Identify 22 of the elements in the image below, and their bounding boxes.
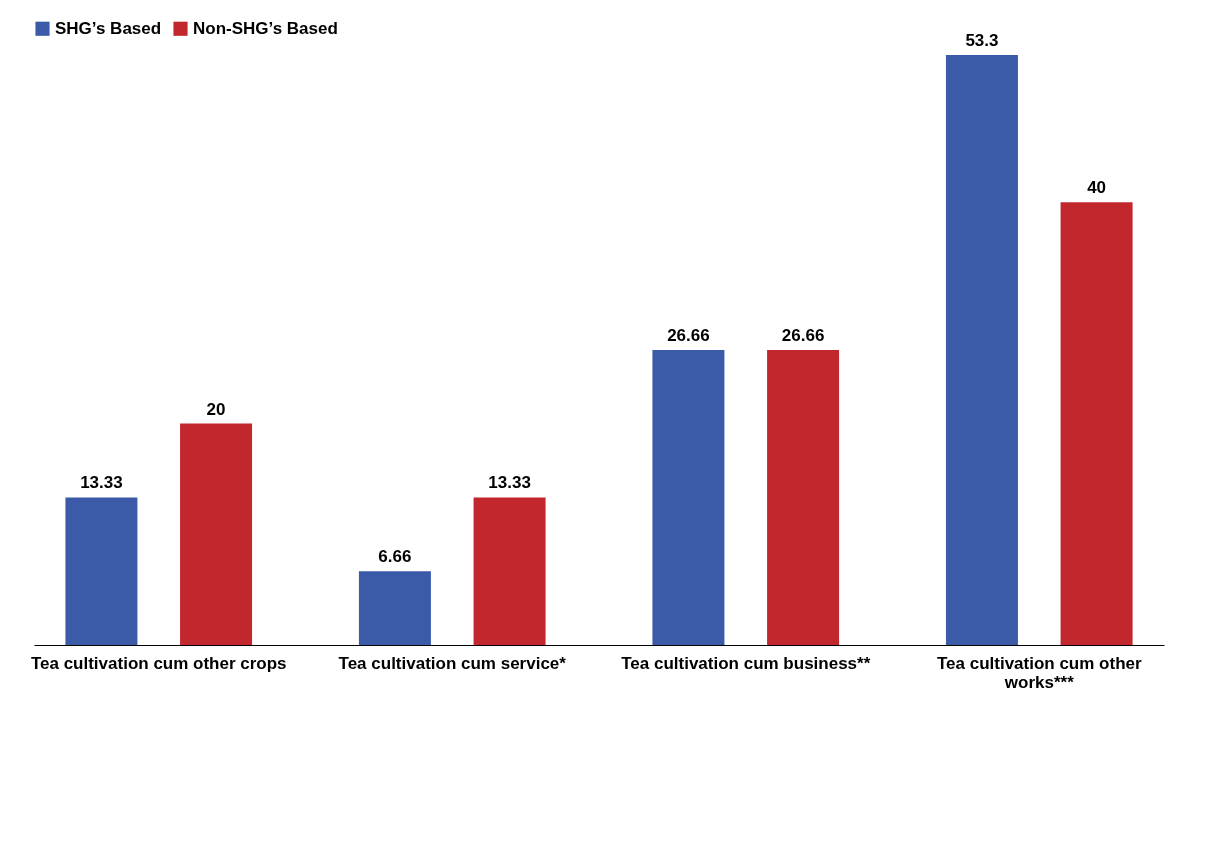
bar [652,349,725,645]
bar [945,55,1018,645]
bar [1060,202,1133,645]
data-label: 40 [1087,178,1107,198]
x-tick-label: Tea cultivation cum other works*** [936,653,1142,692]
data-label: 13.33 [80,473,123,493]
x-tick-label: Tea cultivation cum business** [621,653,871,673]
data-label: 6.66 [378,547,412,567]
data-label: 13.33 [488,473,531,493]
bar [767,349,840,645]
legend-label: SHG’s Based [55,18,162,38]
data-label: 26.66 [667,325,710,345]
bar [473,497,546,645]
bar [358,571,431,645]
bar [65,497,138,645]
legend-label: Non-SHG’s Based [193,18,338,38]
data-label: 20 [206,399,226,419]
x-tick-label: Tea cultivation cum service* [338,653,567,673]
x-tick-label: Tea cultivation cum other crops [30,653,287,673]
data-label: 26.66 [781,325,825,345]
data-label: 53.3 [965,31,999,50]
bar [180,423,253,645]
